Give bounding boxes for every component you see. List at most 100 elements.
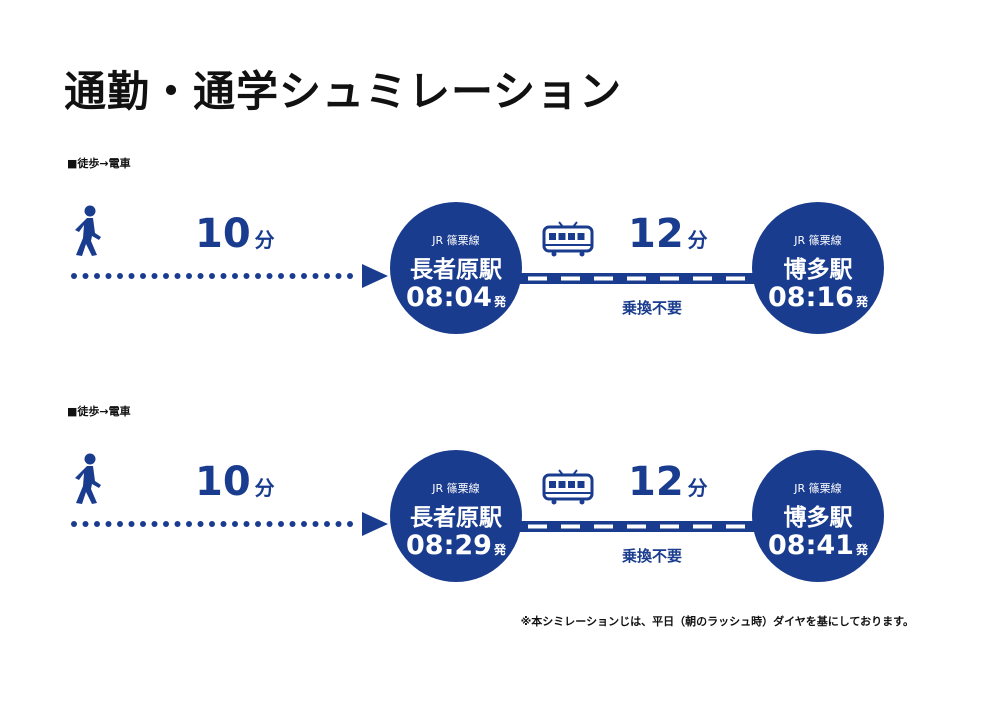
station-time: 08:16 発	[752, 282, 884, 313]
station-name: 長者原駅	[410, 257, 502, 283]
station-line: JR 篠栗線	[794, 234, 842, 247]
walk-path-dot	[266, 273, 273, 279]
walk-path-dot	[128, 273, 135, 279]
walk-path-dot	[347, 273, 353, 279]
time-suffix: 発	[855, 543, 868, 557]
rail-dash	[693, 276, 712, 281]
walk-path-dot	[232, 273, 238, 279]
route-label: ■徒歩→電車	[67, 405, 131, 418]
rail-dash	[726, 524, 745, 529]
walking-person-icon	[75, 205, 101, 256]
station-name: 博多駅	[783, 257, 853, 283]
time-value: 08:16	[768, 282, 854, 313]
walk-path-arrowhead	[362, 512, 388, 536]
rail-dash	[561, 524, 580, 529]
station-name: 博多駅	[783, 505, 853, 531]
train-icon	[542, 221, 594, 257]
walk-path-dot	[312, 521, 319, 527]
departure-station: JR 篠栗線 長者原駅 08:29 発	[390, 450, 522, 582]
walk-path-dot	[289, 521, 296, 527]
walk-path-dot	[335, 273, 342, 279]
walk-path-dot	[209, 273, 215, 279]
station-name: 長者原駅	[410, 505, 502, 531]
departure-station: JR 篠栗線 長者原駅 08:04 発	[390, 202, 522, 334]
walk-path-dot	[220, 273, 227, 279]
arrival-station: JR 篠栗線 博多駅 08:41 発	[752, 450, 884, 582]
train-icon	[542, 469, 594, 505]
walk-path-dot	[197, 273, 204, 279]
walk-path-dot	[209, 521, 215, 527]
walk-path-dot	[174, 521, 181, 527]
walk-minutes: 10	[195, 211, 251, 257]
walk-path-dot	[174, 273, 181, 279]
walk-path-dot	[117, 521, 123, 527]
walk-path-dot	[243, 521, 250, 527]
rail-dash	[660, 524, 679, 529]
walk-path-dot	[232, 521, 238, 527]
walk-path-dot	[324, 273, 330, 279]
walk-path-dot	[186, 521, 192, 527]
station-line: JR 篠栗線	[432, 482, 480, 495]
walk-path-dot	[128, 521, 135, 527]
walk-path-dot	[347, 521, 353, 527]
walk-path-dot	[82, 273, 89, 279]
time-value: 08:29	[406, 530, 492, 561]
rail-dash	[726, 276, 745, 281]
route-1: ■徒歩→電車 10 分 JR 篠栗線 長者原駅 08:04 発 12 分 乗換不要 J…	[0, 155, 1000, 385]
walk-path-dot	[255, 521, 261, 527]
walk-path-dot	[335, 521, 342, 527]
walk-path-arrowhead	[362, 264, 388, 288]
walk-path-dot	[197, 521, 204, 527]
walk-path-dot	[94, 521, 100, 527]
rail-dash	[660, 276, 679, 281]
walk-minutes: 10	[195, 459, 251, 505]
walk-path-dot	[301, 521, 307, 527]
route-label: ■徒歩→電車	[67, 157, 131, 170]
walk-path-dot	[278, 273, 284, 279]
rail-track	[520, 521, 756, 532]
walk-path-dot	[71, 521, 77, 527]
footnote: ※本シミレーションじは、平日（朝のラッシュ時）ダイヤを基にしております。	[520, 615, 914, 628]
time-value: 08:04	[406, 282, 492, 313]
walking-person-icon	[75, 453, 101, 504]
rail-dash	[561, 276, 580, 281]
ride-minutes: 12	[628, 211, 684, 257]
walk-unit: 分	[254, 476, 275, 500]
walk-path-dot	[117, 273, 123, 279]
departure-suffix: 発	[493, 295, 506, 309]
walk-path-dot	[324, 521, 330, 527]
walk-path-dotted-arrow	[71, 264, 388, 288]
rail-dash	[693, 524, 712, 529]
rail-dash	[528, 276, 547, 281]
departure-suffix: 発	[493, 543, 506, 557]
walk-path-dot	[301, 273, 307, 279]
departure-time: 08:29 発	[390, 530, 522, 561]
walk-path-dot	[163, 273, 169, 279]
walk-path-dot	[266, 521, 273, 527]
walk-path-dot	[220, 521, 227, 527]
rail-dash	[627, 524, 646, 529]
walk-path-dot	[163, 521, 169, 527]
walk-path-dot	[278, 521, 284, 527]
time-suffix: 発	[855, 295, 868, 309]
ride-duration: 12 分	[628, 211, 708, 257]
transfer-note: 乗換不要	[622, 299, 683, 317]
walk-path-dot	[186, 273, 192, 279]
walk-path-dot	[151, 521, 158, 527]
walk-path-dot	[82, 521, 89, 527]
arrival-station: JR 篠栗線 博多駅 08:16 発	[752, 202, 884, 334]
rail-dash	[594, 276, 613, 281]
time-value: 08:41	[768, 530, 854, 561]
walk-path-dot	[105, 273, 112, 279]
ride-unit: 分	[687, 476, 708, 500]
walk-path-dot	[140, 521, 146, 527]
walk-path-dot	[255, 273, 261, 279]
walk-duration: 10 分	[195, 459, 275, 505]
walk-path-dot	[140, 273, 146, 279]
rail-track	[520, 273, 756, 284]
page-title: 通勤・通学シュミレーション	[64, 67, 623, 116]
station-line: JR 篠栗線	[794, 482, 842, 495]
walk-path-dot	[94, 273, 100, 279]
rail-dash	[627, 276, 646, 281]
station-line: JR 篠栗線	[432, 234, 480, 247]
